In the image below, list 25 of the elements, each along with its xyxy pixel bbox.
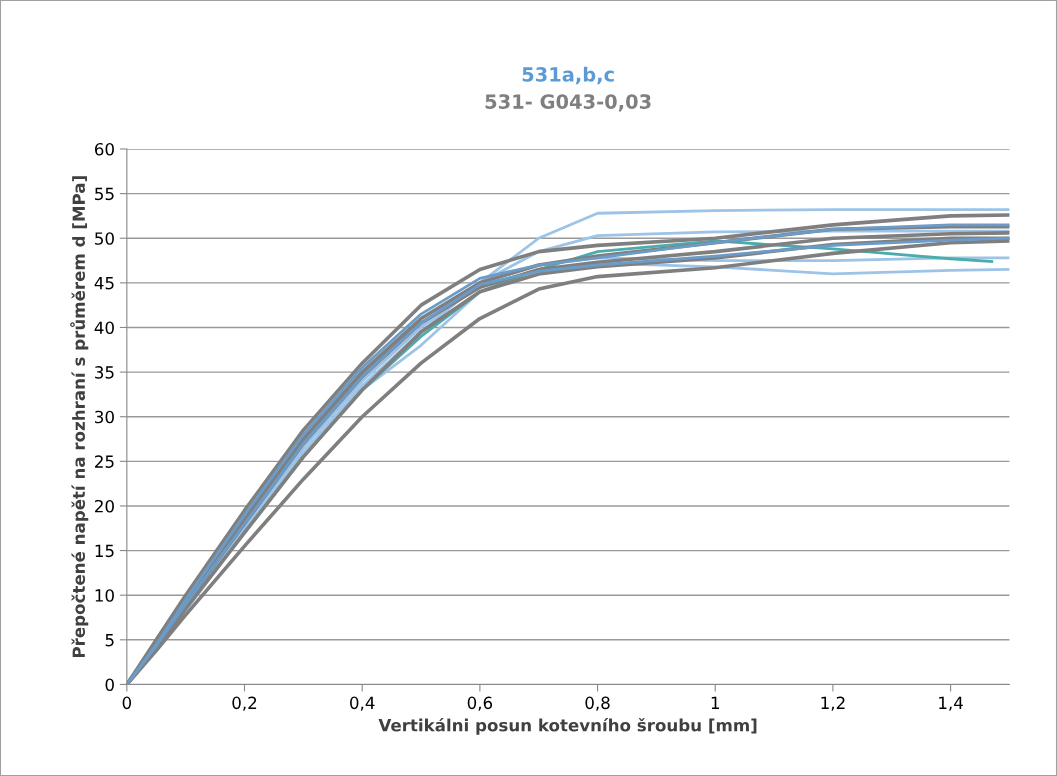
x-tick-label: 0,8 bbox=[585, 696, 610, 711]
y-tick-label: 25 bbox=[95, 455, 114, 468]
y-axis-title: Přepočtené napětí na rozhraní s průměrem d [MPa] bbox=[70, 176, 89, 658]
y-tick-label: 50 bbox=[95, 232, 114, 245]
y-tick-label: 5 bbox=[105, 633, 114, 647]
y-tick-label: 10 bbox=[95, 589, 114, 602]
y-tick-label: 55 bbox=[95, 187, 114, 201]
y-tick-label: 60 bbox=[94, 142, 114, 156]
y-tick-label: 20 bbox=[95, 499, 114, 513]
y-tick-label: 40 bbox=[94, 321, 114, 335]
x-tick-label: 0,6 bbox=[467, 696, 493, 711]
chart-title: 531a,b,c bbox=[522, 66, 614, 85]
x-tick-label: 0 bbox=[122, 696, 132, 710]
y-tick-label: 45 bbox=[94, 277, 114, 290]
chart-subtitle: 531- G043-0,03 bbox=[485, 94, 651, 112]
x-tick-label: 1,2 bbox=[821, 696, 845, 711]
x-tick-label: 0,2 bbox=[232, 696, 257, 711]
y-tick-label: 35 bbox=[95, 366, 114, 379]
x-tick-label: 0,4 bbox=[350, 696, 375, 711]
x-axis-title: Vertikálni posun kotevního šroubu [mm] bbox=[378, 717, 757, 735]
y-tick-label: 30 bbox=[95, 410, 114, 424]
y-tick-label: 15 bbox=[95, 544, 114, 558]
x-tick-label: 1,4 bbox=[939, 696, 963, 711]
x-tick-label: 1 bbox=[711, 696, 719, 709]
y-tick-label: 0 bbox=[105, 678, 114, 691]
